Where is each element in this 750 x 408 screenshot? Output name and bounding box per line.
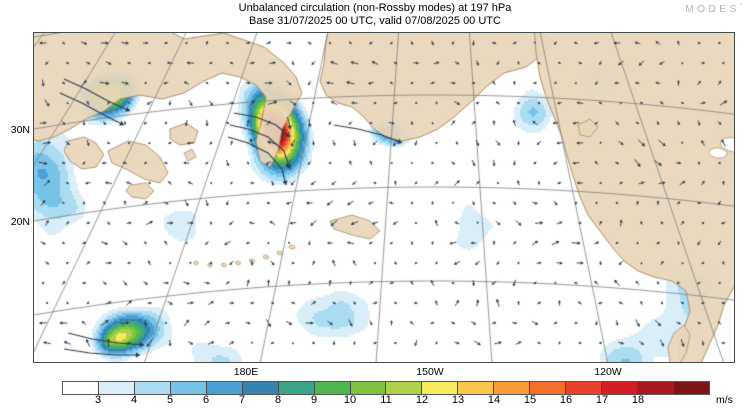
colorbar-bin [314,382,351,394]
colorbar-tick: 4 [130,394,138,406]
lon-label-180e: 180E [233,366,259,378]
colorbar-tick: 8 [274,394,282,406]
colorbar-bin [63,382,99,394]
chart-subtitle: Base 31/07/2025 00 UTC, valid 07/08/2025… [249,14,501,27]
colorbar-tick: 7 [238,394,246,406]
colorbar-bin [278,382,315,394]
colorbar-bin [673,382,709,394]
lat-label-30n: 30N [10,124,30,136]
colorbar-bin [206,382,243,394]
map-plot-area[interactable] [33,32,735,363]
wind-field-canvas [34,33,734,362]
modes-logo-text: MODES [685,3,740,15]
colorbar-bin [494,382,531,394]
colorbar-tick: 13 [451,394,465,406]
colorbar-bin [386,382,423,394]
modes-logo-mark: ° [739,3,742,10]
colorbar-bin [98,382,135,394]
colorbar-bin [566,382,603,394]
colorbar-bin [530,382,567,394]
colorbar-tick: 17 [595,394,609,406]
colorbar-bin [422,382,459,394]
colorbar-bin [134,382,171,394]
colorbar-tick: 14 [487,394,501,406]
colorbar-tick: 10 [343,394,357,406]
colorbar-units-label: m/s [716,394,733,406]
colorbar-tick: 15 [523,394,537,406]
colorbar-tick: 18 [631,394,645,406]
colorbar[interactable] [62,381,710,395]
lon-label-150w: 150W [416,366,444,378]
colorbar-tick: 5 [166,394,174,406]
colorbar-tick: 9 [310,394,318,406]
colorbar-tick: 12 [415,394,429,406]
colorbar-bin [458,382,495,394]
colorbar-tick: 6 [202,394,210,406]
page-title: Unbalanced circulation (non-Rossby modes… [238,2,512,14]
colorbar-tick: 16 [559,394,573,406]
lat-label-20n: 20N [10,216,30,228]
colorbar-bin [602,382,638,394]
colorbar-tick: 3 [94,394,102,406]
colorbar-tick: 11 [380,394,392,406]
colorbar-bin [350,382,387,394]
lon-label-120w: 120W [594,366,622,378]
colorbar-tick-labels: 3 4 5 6 7 8 9 10 11 12 13 14 15 16 17 18 [62,394,710,408]
colorbar-bin [242,382,279,394]
modes-logo: MODES° [685,3,742,15]
colorbar-bin [638,382,674,394]
colorbar-bin [170,382,207,394]
chart-title-block: Unbalanced circulation (non-Rossby modes… [0,2,750,27]
